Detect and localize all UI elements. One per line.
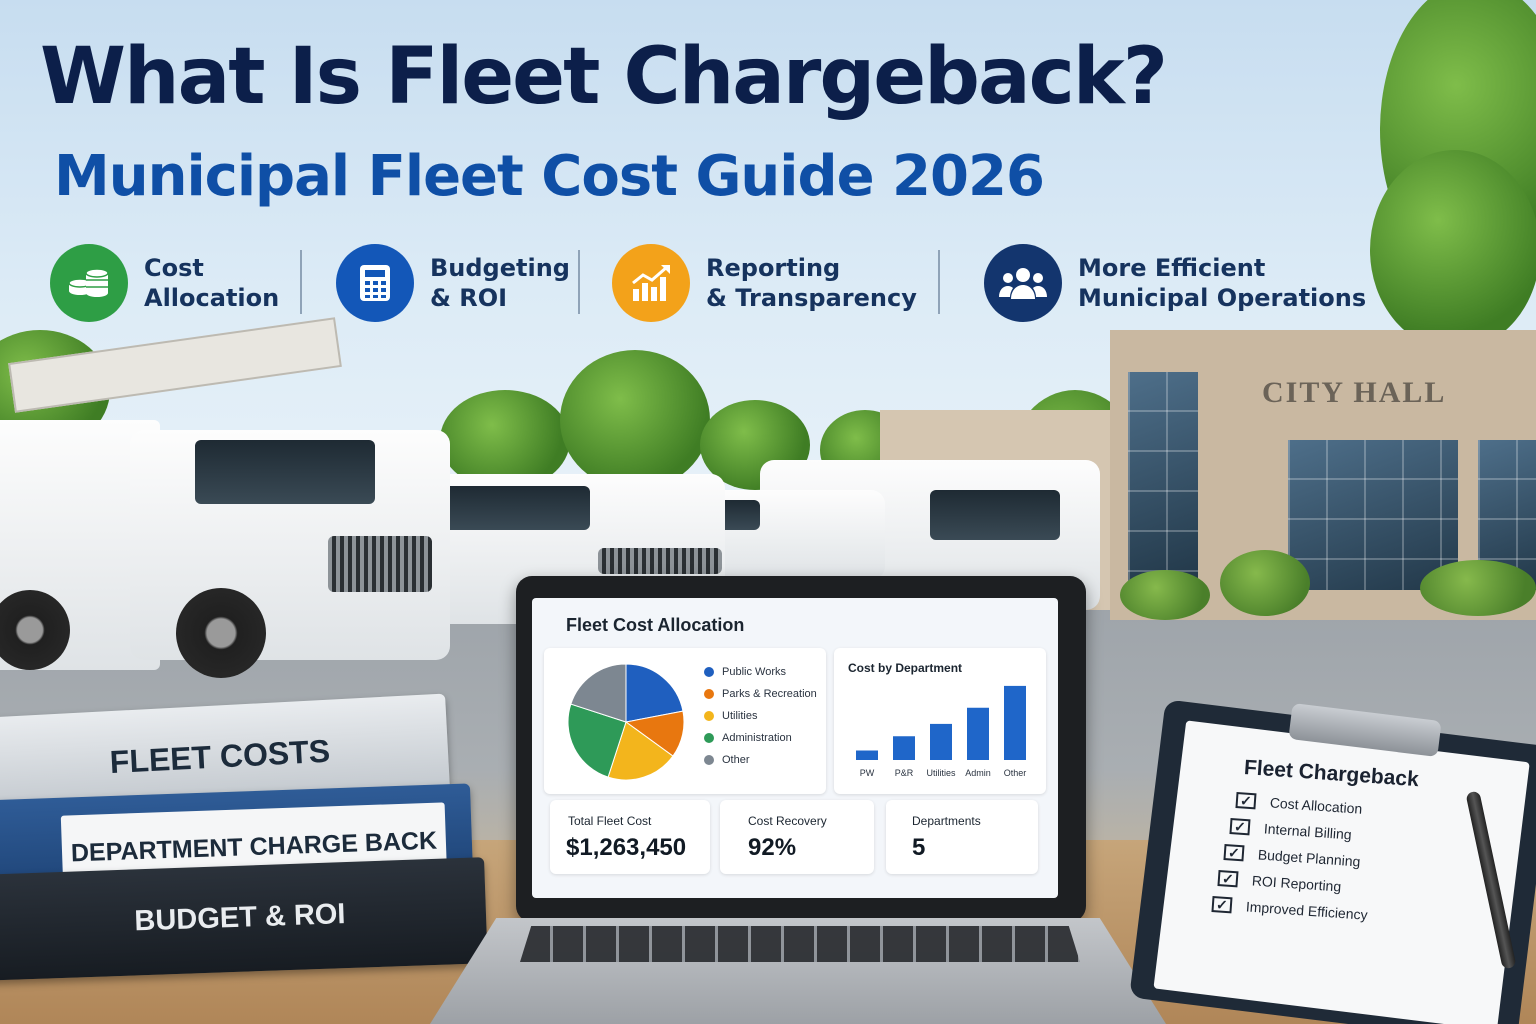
checkbox-icon: ✓ (1211, 896, 1233, 914)
feature-budgeting-roi: Budgeting & ROI (336, 244, 570, 322)
tree (560, 350, 710, 490)
pickup-window (430, 486, 590, 530)
binder-budget-roi: BUDGET & ROI (0, 857, 488, 981)
tree (1370, 150, 1536, 350)
coins-icon (50, 244, 128, 322)
bar-tick-label: PW (860, 768, 875, 778)
truck-wheel (0, 590, 70, 670)
checkbox-icon: ✓ (1217, 870, 1239, 888)
kpi-total-fleet-cost: Total Fleet Cost $1,263,450 (550, 800, 710, 874)
kpi-label: Cost Recovery (748, 814, 827, 828)
bar-chart-title: Cost by Department (848, 661, 963, 675)
tree (440, 390, 570, 490)
feature-label: More Efficient (1078, 254, 1266, 282)
pie-slice (570, 663, 627, 723)
bar (856, 750, 878, 760)
feature-label: Municipal Operations (1078, 284, 1367, 312)
growth-chart-icon (612, 244, 690, 322)
checkbox-icon: ✓ (1229, 818, 1251, 836)
pie-slice (567, 703, 627, 778)
bar (930, 723, 952, 760)
van-windshield (930, 490, 1060, 540)
legend-item: Other (704, 754, 750, 766)
feature-label: & Transparency (706, 284, 917, 312)
city-hall-sign: CITY HALL (1262, 376, 1447, 409)
kpi-value: $1,263,450 (566, 834, 687, 861)
calculator-icon (336, 244, 414, 322)
pickup-grille (598, 548, 722, 574)
legend-item: Public Works (704, 666, 786, 678)
kpi-value: 92% (748, 834, 797, 861)
feature-row: Cost Allocation Budgeting & ROI (50, 244, 1490, 324)
bar-tick-label: Utilities (926, 768, 956, 778)
checkbox-icon: ✓ (1235, 792, 1257, 810)
bar-chart: PW P&R Utilities Admin Other (856, 685, 1027, 778)
divider (578, 250, 580, 314)
page-subtitle: Municipal Fleet Cost Guide 2026 (54, 144, 1045, 209)
legend-item: Parks & Recreation (704, 688, 817, 700)
kpi-cost-recovery: Cost Recovery 92% (720, 800, 874, 874)
legend-item: Administration (704, 732, 792, 744)
feature-label: Allocation (144, 284, 280, 312)
truck-wheel (176, 588, 266, 678)
divider (300, 250, 302, 314)
feature-label: Budgeting (430, 254, 570, 282)
shrub (1120, 570, 1210, 620)
legend-swatch (704, 689, 714, 699)
divider (938, 250, 940, 314)
dashboard-title: Fleet Cost Allocation (566, 615, 745, 635)
shrub (1220, 550, 1310, 616)
bar (1004, 685, 1026, 760)
binder-label: BUDGET & ROI (133, 897, 346, 937)
kpi-label: Total Fleet Cost (568, 814, 652, 828)
legend-label: Public Works (722, 666, 786, 678)
legend-label: Other (722, 754, 750, 766)
city-hall-window (1128, 372, 1198, 582)
page-title: What Is Fleet Chargeback? (40, 32, 1168, 122)
shrub (1420, 560, 1536, 616)
feature-efficient-operations: More Efficient Municipal Operations (984, 244, 1366, 322)
bar-chart-panel: Cost by Department PW P&R Utilities Admin Ot… (834, 648, 1046, 794)
bar-tick-label: Admin (965, 768, 991, 778)
kpi-departments: Departments 5 (886, 800, 1038, 874)
truck-grille (328, 536, 432, 592)
pie-slice (607, 721, 674, 781)
laptop-keyboard (520, 926, 1080, 962)
truck-windshield (195, 440, 375, 504)
feature-label: & ROI (430, 284, 508, 312)
feature-reporting-transparency: Reporting & Transparency (612, 244, 917, 322)
city-hall-entrance (1288, 440, 1458, 590)
pie-slice (625, 663, 684, 723)
legend-label: Utilities (722, 710, 758, 722)
legend-swatch (704, 667, 714, 677)
laptop-screen: Fleet Cost Allocation Public Works Parks … (532, 598, 1058, 898)
legend-item: Utilities (704, 710, 757, 722)
feature-label: Reporting (706, 254, 841, 282)
bar-tick-label: P&R (895, 768, 914, 778)
bar (893, 736, 915, 760)
legend-label: Administration (722, 732, 792, 744)
bar-tick-label: Other (1004, 768, 1027, 778)
pie-chart (567, 663, 685, 781)
feature-label: Cost (144, 254, 204, 282)
pie-chart-panel: Public Works Parks & Recreation Utilities A… (544, 648, 826, 794)
kpi-label: Departments (912, 814, 981, 828)
feature-cost-allocation: Cost Allocation (50, 244, 279, 322)
legend-swatch (704, 755, 714, 765)
bar (967, 707, 989, 760)
legend-swatch (704, 711, 714, 721)
legend-label: Parks & Recreation (722, 688, 817, 700)
people-icon (984, 244, 1062, 322)
checkbox-icon: ✓ (1223, 844, 1245, 862)
kpi-value: 5 (912, 834, 926, 861)
legend-swatch (704, 733, 714, 743)
